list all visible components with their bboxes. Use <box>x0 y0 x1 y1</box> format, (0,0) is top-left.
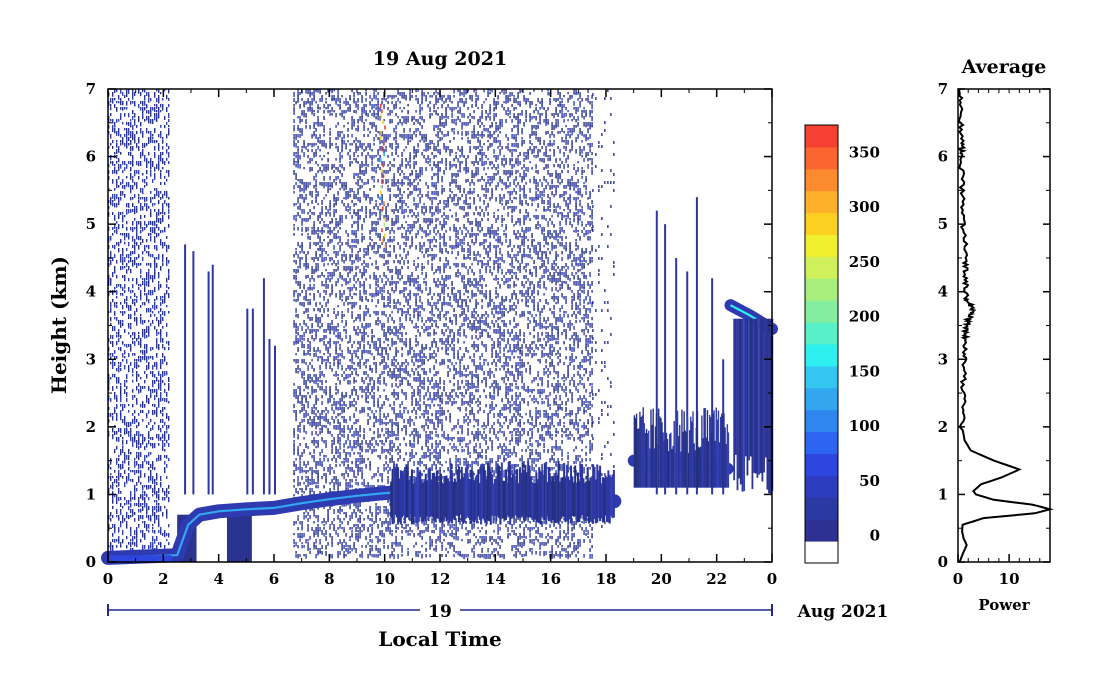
spike-11 <box>675 257 678 495</box>
x-tick-label: 2 <box>158 570 168 588</box>
colorbar-swatch <box>805 168 838 192</box>
colorbar-swatch <box>805 497 838 520</box>
colorbar-tick-label: 300 <box>849 198 880 216</box>
x-tick-label: 8 <box>324 570 334 588</box>
colorbar-tick-label: 350 <box>849 143 880 161</box>
mixed-layer-turbulence <box>390 460 615 525</box>
colorbar-swatch <box>805 300 838 323</box>
y-tick-label: 4 <box>86 283 96 301</box>
spike-7 <box>268 339 271 495</box>
average-y-tick-label: 1 <box>938 485 948 503</box>
y-tick-label: 1 <box>86 485 96 503</box>
spike-13 <box>695 197 698 495</box>
y-tick-label: 3 <box>86 350 96 368</box>
colorbar-tick-label: 0 <box>870 527 880 545</box>
x-tick-label: 14 <box>485 570 506 588</box>
y-tick-label: 2 <box>86 418 96 436</box>
colorbar-swatch <box>805 387 838 411</box>
average-frame <box>957 88 1051 563</box>
colorbar-swatch <box>805 278 838 301</box>
date-axis-month-year: Aug 2021 <box>797 602 889 622</box>
y-tick-label: 0 <box>86 553 96 571</box>
colorbar-swatch <box>805 146 838 170</box>
average-x-tick-label: 10 <box>999 570 1020 588</box>
average-y-tick-label: 0 <box>938 553 948 571</box>
spike-2 <box>207 271 210 495</box>
spike-6 <box>262 278 265 495</box>
colorbar-swatch <box>805 409 838 433</box>
spike-9 <box>655 210 658 495</box>
x-tick-label: 0 <box>767 570 777 588</box>
x-tick-label: 22 <box>706 570 727 588</box>
colorbar-tick-label: 200 <box>849 308 880 326</box>
spike-10 <box>664 224 667 495</box>
x-axis-label: Local Time <box>378 627 501 651</box>
colorbar-swatch <box>805 212 838 235</box>
average-y-tick-label: 4 <box>938 283 948 301</box>
y-axis-label: Height (km) <box>47 256 71 394</box>
late-columns <box>733 318 774 494</box>
colorbar-swatch <box>805 125 838 148</box>
colorbar-tick-label: 50 <box>859 472 880 490</box>
x-tick-label: 20 <box>651 570 672 588</box>
average-y-tick-label: 2 <box>938 418 948 436</box>
average-y-tick-label: 7 <box>938 80 948 98</box>
spike-4 <box>246 308 249 495</box>
average-y-tick-label: 5 <box>938 215 948 233</box>
colorbar-swatch <box>805 365 838 389</box>
heatmap-plot <box>101 89 778 565</box>
date-axis-day: 19 <box>428 602 452 622</box>
x-tick-label: 10 <box>374 570 395 588</box>
colorbar-swatch <box>805 234 838 257</box>
x-tick-label: 0 <box>103 570 113 588</box>
surface-layer <box>108 555 172 562</box>
x-tick-label: 18 <box>596 570 617 588</box>
spike-14 <box>711 278 714 495</box>
x-tick-label: 12 <box>430 570 451 588</box>
noise-block-0 <box>108 89 170 559</box>
main-title: 19 Aug 2021 <box>373 48 507 70</box>
evening-noise <box>633 407 730 488</box>
x-tick-label: 16 <box>540 570 561 588</box>
colorbar-swatch <box>805 190 838 214</box>
date-axis <box>107 604 773 616</box>
spike-8 <box>274 345 276 495</box>
average-x-tick-label: 0 <box>953 570 963 588</box>
average-title: Average <box>961 56 1047 78</box>
colorbar-tick-label: 100 <box>849 417 880 435</box>
average-y-tick-label: 6 <box>938 148 948 166</box>
colorbar-swatch <box>805 475 838 498</box>
spike-3 <box>211 264 214 495</box>
average-profile-plot: 0 1 2 3 4 5 6 7 0 10 <box>938 80 1054 588</box>
colorbar-swatch <box>805 322 838 345</box>
average-y-tick-label: 3 <box>938 350 948 368</box>
y-tick-label: 5 <box>86 215 96 233</box>
colorbar-swatch <box>805 453 838 476</box>
spike-12 <box>686 271 689 495</box>
colorbar-tick-label: 150 <box>849 362 880 380</box>
aerosol-streak <box>379 103 387 249</box>
colorbar-frame <box>804 124 839 564</box>
colorbar-swatch <box>805 256 838 279</box>
sparse-noise-0 <box>592 89 615 528</box>
colorbar-swatch <box>805 431 838 454</box>
spike-5 <box>251 308 254 495</box>
spike-0 <box>184 244 187 495</box>
colorbar-swatch <box>805 344 838 367</box>
colorbar-tick-label: 250 <box>849 253 880 271</box>
y-tick-label: 6 <box>86 148 96 166</box>
spike-1 <box>192 251 195 495</box>
average-x-axis-label: Power <box>978 596 1030 614</box>
y-tick-label: 7 <box>86 80 96 98</box>
x-tick-label: 4 <box>213 570 223 588</box>
colorbar: 0 50 100 150 200 250 300 350 <box>804 124 880 564</box>
average-profile-line <box>957 88 1054 563</box>
colorbar-swatch <box>805 519 838 542</box>
x-tick-label: 6 <box>269 570 279 588</box>
colorbar-swatch <box>805 541 838 564</box>
